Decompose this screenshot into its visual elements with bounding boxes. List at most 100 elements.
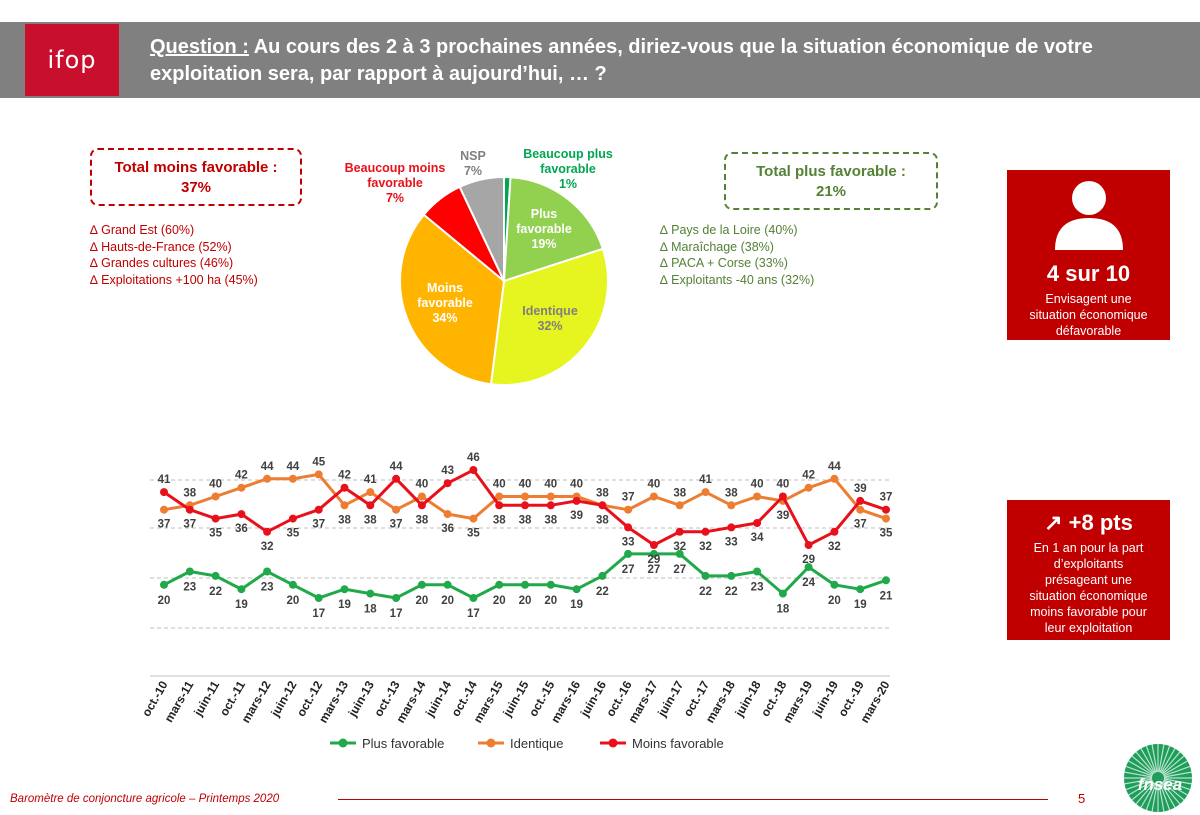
fnsea-logo-ray	[1151, 783, 1158, 812]
data-point	[185, 505, 194, 514]
list-item: ∆ Maraîchage (38%)	[660, 239, 774, 254]
desc-line: présageant une	[1045, 573, 1132, 587]
data-label: 37	[312, 519, 325, 531]
line-chart: 41 37 20 38 37 23 40 35 22 42 36 19 44 32 23 44 35 20 45 37…	[139, 452, 893, 751]
data-label: 42	[338, 470, 351, 482]
question-text: Au cours des 2 à 3 prochaines années, di…	[150, 36, 1093, 85]
data-label: 42	[802, 470, 815, 482]
pie-slice-label: Beaucoup moins	[345, 161, 446, 175]
data-point	[185, 567, 194, 576]
data-point	[366, 488, 375, 497]
list-item: ∆ Pays de la Loire (40%)	[660, 223, 798, 237]
data-point	[417, 492, 426, 501]
data-point	[366, 589, 375, 598]
data-point	[211, 571, 220, 580]
pie-slice-value: 1%	[559, 177, 577, 191]
data-point	[830, 527, 839, 536]
header-bar: ifop Question : Au cours des 2 à 3 proch…	[0, 22, 1200, 98]
data-label: 38	[183, 487, 196, 499]
data-point	[572, 585, 581, 594]
data-label: 27	[673, 564, 686, 576]
data-label: 39	[854, 483, 867, 495]
desc-line: Envisagent une	[1045, 292, 1132, 306]
data-label: 23	[261, 582, 274, 594]
legend-label: Moins favorable	[632, 736, 724, 751]
legend-marker	[608, 738, 618, 748]
data-point	[804, 563, 813, 572]
fnsea-logo-ray	[1128, 780, 1154, 796]
data-label: 44	[261, 461, 274, 473]
data-point	[830, 474, 839, 483]
fnsea-logo-ray	[1163, 771, 1192, 778]
desc-line: leur exploitation	[1044, 621, 1133, 635]
footer-divider	[338, 799, 1048, 800]
data-label: 44	[828, 461, 841, 473]
data-point	[417, 501, 426, 510]
fnsea-logo-ray	[1162, 755, 1185, 775]
total-positive-title: Total plus favorable :	[756, 163, 906, 180]
data-label: 29	[802, 554, 815, 566]
pie-slice-label: favorable	[516, 222, 572, 236]
data-label: 19	[854, 599, 867, 611]
fnsea-logo-ray	[1131, 781, 1154, 801]
data-point	[701, 571, 710, 580]
data-point	[443, 510, 452, 519]
pie-slice-label: Identique	[522, 304, 578, 318]
desc-line: d’exploitants	[1053, 557, 1124, 571]
pie-slice-label: favorable	[367, 176, 423, 190]
data-point	[340, 501, 349, 510]
data-point	[288, 474, 297, 483]
data-point	[160, 488, 168, 497]
pie-slice-value: 7%	[386, 191, 404, 205]
stat-box-four-in-ten: 4 sur 10 Envisagent une situation économ…	[1007, 170, 1170, 340]
data-point	[546, 501, 555, 510]
data-label: 41	[158, 474, 171, 486]
negative-delta-list: ∆ Grand Est (60%) ∆ Hauts-de-France (52%…	[90, 222, 258, 288]
pie-slice	[458, 175, 505, 282]
data-label: 35	[880, 528, 893, 540]
fnsea-logo-ray	[1163, 778, 1192, 785]
fnsea-logo-ray	[1131, 755, 1154, 775]
data-point	[340, 483, 349, 492]
data-label: 32	[699, 541, 712, 553]
fnsea-logo-ray	[1140, 782, 1156, 808]
fnsea-logo-ray	[1161, 751, 1181, 774]
data-point	[160, 505, 168, 514]
data-label: 38	[725, 487, 738, 499]
data-point	[443, 479, 452, 488]
data-label: 37	[183, 519, 196, 531]
total-positive-box: Total plus favorable : 21%	[724, 152, 938, 210]
data-label: 20	[519, 595, 532, 607]
data-point	[882, 505, 890, 514]
data-point	[392, 594, 401, 602]
data-label: 46	[467, 452, 480, 464]
data-label: 37	[854, 519, 867, 531]
data-point	[392, 505, 401, 514]
list-item: ∆ PACA + Corse (33%)	[660, 256, 788, 270]
total-negative-box: Total moins favorable : 37%	[90, 148, 302, 206]
data-point	[263, 474, 272, 483]
data-label: 40	[751, 479, 764, 491]
fnsea-logo-ray	[1158, 744, 1165, 773]
data-point	[649, 492, 658, 501]
data-point	[469, 594, 478, 602]
list-item: ∆ Exploitants -40 ans (32%)	[660, 272, 815, 287]
fnsea-logo-ray	[1162, 781, 1185, 801]
data-point	[753, 492, 762, 501]
data-point	[675, 549, 684, 558]
data-label: 38	[364, 514, 377, 526]
data-label: 38	[338, 514, 351, 526]
data-label: 20	[493, 595, 506, 607]
data-label: 24	[802, 577, 815, 589]
stat-box-1-desc: Envisagent une situation économique défa…	[1007, 291, 1170, 339]
data-label: 37	[622, 492, 635, 504]
data-label: 38	[544, 514, 557, 526]
data-label: 20	[828, 595, 841, 607]
data-point	[237, 483, 246, 492]
data-label: 18	[776, 604, 789, 616]
data-label: 22	[209, 586, 222, 598]
pie-slice-label: NSP	[460, 149, 486, 163]
legend-marker	[338, 738, 348, 748]
data-label: 40	[519, 479, 532, 491]
fnsea-logo-ray	[1140, 748, 1156, 774]
